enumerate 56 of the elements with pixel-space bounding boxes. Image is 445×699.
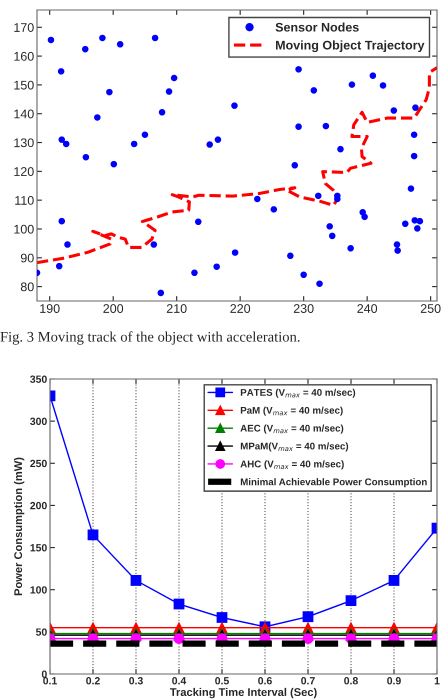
- y-tick-label: 100: [14, 224, 34, 234]
- x-tick-label: 250: [420, 304, 441, 313]
- x-tick-label: 200: [103, 304, 124, 313]
- legend-label: Moving Object Trajectory: [276, 40, 424, 52]
- legend-label: Sensor Nodes: [276, 22, 359, 32]
- x-tick-label: 0.2: [86, 677, 100, 684]
- y-tick-label: 140: [14, 110, 34, 118]
- point: [388, 575, 400, 586]
- x-axis-title: Tracking Time Interval (Sec): [170, 688, 317, 698]
- x-tick-label: 0.6: [258, 677, 272, 684]
- x-tick-label: 240: [357, 304, 378, 313]
- point: [302, 633, 314, 644]
- legend-label: AHC (V$_{max}$ = 40 m/sec): [240, 460, 344, 470]
- y-tick-label: 0: [42, 670, 47, 678]
- point: [130, 575, 142, 586]
- point: [88, 530, 98, 540]
- point: [346, 595, 356, 606]
- point: [216, 612, 228, 623]
- y-axis-title: Power Consumption (mW): [14, 458, 24, 596]
- line-series: [37, 66, 437, 264]
- y-tick-label: 110: [15, 196, 34, 205]
- x-tick-label: 0.9: [387, 677, 401, 684]
- legend-label: PATES (V$_{max}$ = 40 m/sec): [240, 388, 356, 398]
- y-tick-label: 170: [14, 23, 34, 32]
- y-tick-label: 90: [20, 254, 34, 262]
- x-tick-label: 0.5: [215, 677, 229, 684]
- y-tick-label: 50: [36, 628, 47, 636]
- legend-label: AEC (V$_{max}$ = 40 m/sec): [240, 424, 344, 434]
- y-tick-label: 350: [30, 376, 47, 383]
- legend-label: Minimal Achievable Power Consumption: [240, 478, 427, 488]
- point: [174, 598, 184, 610]
- x-tick-label: 190: [40, 304, 60, 313]
- x-tick-label: 0.4: [172, 677, 186, 684]
- caption: Fig. 3 Moving track of the object with acceleration.: [0, 331, 300, 345]
- y-tick-label: 130: [14, 138, 34, 148]
- y-tick-label: 250: [30, 460, 47, 468]
- x-tick-label: 0.8: [344, 677, 358, 684]
- y-tick-label: 150: [30, 544, 47, 552]
- y-tick-label: 150: [14, 80, 34, 90]
- point: [174, 633, 184, 644]
- y-tick-label: 100: [30, 586, 47, 594]
- x-tick-label: 1: [434, 677, 440, 684]
- x-tick-label: 210: [166, 304, 187, 313]
- y-tick-label: 200: [30, 502, 47, 510]
- legend-label: PaM (V$_{max}$ = 40 m/sec): [240, 406, 343, 416]
- y-tick-label: 300: [30, 418, 47, 426]
- y-tick-label: 80: [20, 282, 34, 292]
- x-tick-label: 220: [230, 304, 250, 313]
- legend-label: MPaM(V$_{max}$ = 40 m/sec): [240, 442, 348, 452]
- point: [302, 611, 314, 622]
- x-tick-label: 0.3: [129, 677, 143, 684]
- x-tick-label: 0.7: [301, 677, 315, 684]
- y-tick-label: 120: [14, 167, 34, 176]
- y-tick-label: 160: [14, 52, 34, 61]
- x-tick-label: 230: [294, 304, 314, 313]
- x-tick-label: 0.1: [43, 677, 57, 684]
